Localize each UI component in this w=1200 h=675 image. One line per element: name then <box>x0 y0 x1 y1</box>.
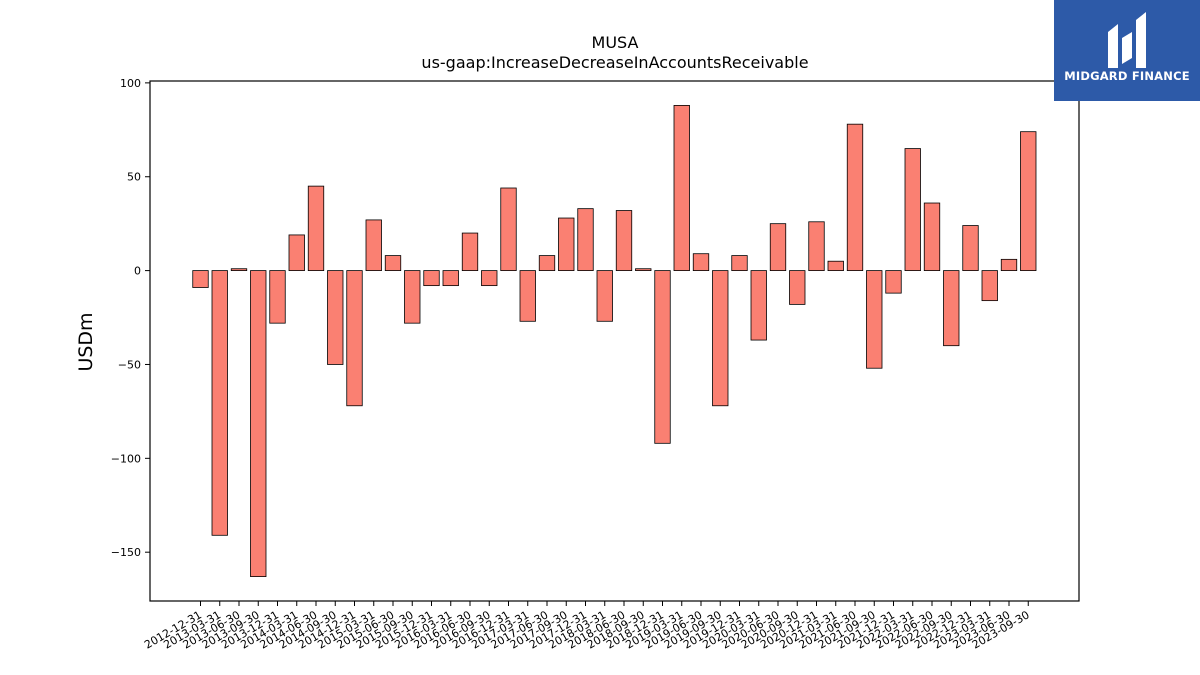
bar <box>192 270 209 288</box>
bar <box>1020 131 1037 272</box>
plot-frame <box>149 80 1080 602</box>
bar <box>750 270 767 341</box>
bar <box>731 255 748 272</box>
bar <box>962 225 979 272</box>
y-axis-label: USDm <box>75 312 97 371</box>
midgard-logo-icon <box>1108 12 1146 68</box>
bar <box>1000 258 1018 272</box>
y-tick-label: 100 <box>120 77 141 90</box>
bar <box>461 232 479 272</box>
bar <box>230 268 248 272</box>
chart-subtitle: us-gaap:IncreaseDecreaseInAccountsReceiv… <box>421 53 808 72</box>
bar <box>654 270 671 444</box>
bar <box>789 270 806 305</box>
bar <box>346 270 363 407</box>
y-tick-label: −150 <box>111 546 141 559</box>
bar <box>404 270 421 324</box>
bar <box>885 270 902 294</box>
bar <box>442 270 459 287</box>
bar <box>808 221 825 272</box>
bar <box>558 217 575 272</box>
bar <box>615 210 633 272</box>
bar <box>538 255 556 272</box>
bar <box>577 208 594 272</box>
bar <box>211 270 228 536</box>
bar <box>904 148 921 272</box>
bar <box>327 270 344 365</box>
y-tick-label: 0 <box>134 265 141 278</box>
y-tick-label: −100 <box>111 452 141 465</box>
bars-group <box>192 105 1037 577</box>
bar <box>596 270 613 322</box>
bar <box>981 270 998 302</box>
bar <box>423 270 440 287</box>
y-tick-label: −50 <box>118 358 141 371</box>
bar <box>288 234 305 272</box>
bar <box>365 219 382 272</box>
y-axis: 100 50 0 −50 −100 −150 <box>111 77 150 559</box>
bar <box>846 123 864 272</box>
bar <box>866 270 883 369</box>
x-axis: 2012-12-312013-03-312013-06-302013-09-30… <box>142 601 1032 652</box>
bar <box>827 260 844 272</box>
bar <box>481 270 498 287</box>
bar <box>673 105 690 272</box>
logo-text: MIDGARD FINANCE <box>1064 69 1190 83</box>
bar <box>500 187 517 272</box>
chart-title: MUSA <box>592 33 639 52</box>
bar <box>307 185 325 272</box>
bar <box>692 253 710 272</box>
bar <box>250 270 267 577</box>
brand-logo: MIDGARD FINANCE <box>1054 0 1200 101</box>
bar <box>923 202 941 272</box>
bar <box>384 255 402 272</box>
bar <box>269 270 286 324</box>
y-tick-label: 50 <box>127 171 141 184</box>
bar <box>712 270 729 407</box>
bar <box>635 268 652 272</box>
bar <box>769 223 787 272</box>
bar <box>943 270 960 347</box>
bar <box>519 270 536 322</box>
